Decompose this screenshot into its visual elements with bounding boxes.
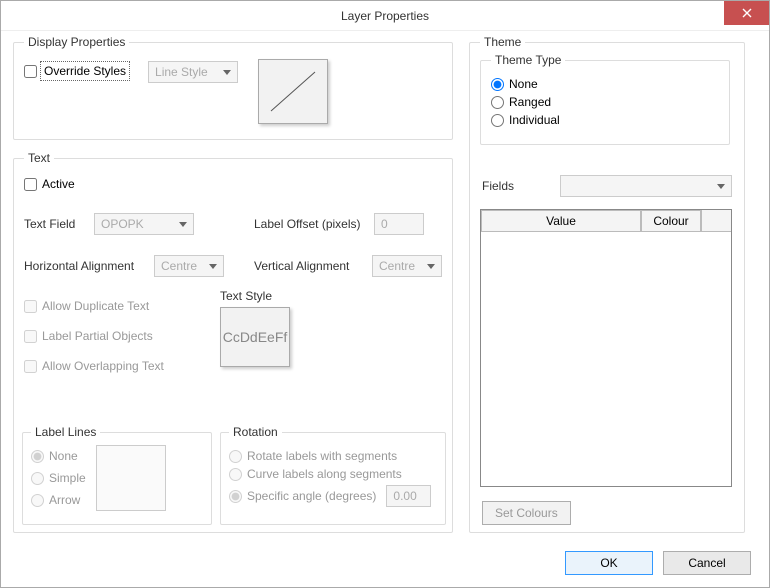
- display-properties-legend: Display Properties: [24, 35, 129, 49]
- active-label: Active: [42, 177, 75, 191]
- label-lines-arrow[interactable]: Arrow: [31, 493, 86, 507]
- label-partial-input[interactable]: [24, 330, 37, 343]
- label-partial-label: Label Partial Objects: [42, 329, 153, 343]
- text-style-label: Text Style: [220, 289, 272, 303]
- horiz-align-value: Centre: [161, 259, 197, 273]
- theme-table-body: [481, 232, 731, 486]
- rotation-specific[interactable]: Specific angle (degrees): [229, 489, 376, 503]
- rotation-curve-seg[interactable]: Curve labels along segments: [229, 467, 437, 481]
- label-lines-legend: Label Lines: [31, 425, 100, 439]
- label-offset-input[interactable]: 0: [374, 213, 424, 235]
- rotation-legend: Rotation: [229, 425, 282, 439]
- display-properties-group: Display Properties Override Styles Line …: [13, 35, 453, 140]
- dialog-footer: OK Cancel: [565, 551, 751, 575]
- rotation-rotate-seg[interactable]: Rotate labels with segments: [229, 449, 437, 463]
- label-lines-simple[interactable]: Simple: [31, 471, 86, 485]
- text-field-value: OPOPK: [101, 217, 144, 231]
- rotation-angle-input[interactable]: 0.00: [386, 485, 431, 507]
- col-value[interactable]: Value: [481, 210, 641, 232]
- allow-overlap-input[interactable]: [24, 360, 37, 373]
- override-styles-label: Override Styles: [42, 63, 128, 79]
- theme-group: Theme Theme Type None Ranged Individual …: [469, 35, 745, 533]
- window-title: Layer Properties: [341, 9, 429, 23]
- close-button[interactable]: [724, 1, 769, 25]
- override-styles-input[interactable]: [24, 65, 37, 78]
- col-colour[interactable]: Colour: [641, 210, 701, 232]
- theme-table-header: Value Colour: [481, 210, 731, 232]
- close-icon: [742, 8, 752, 18]
- theme-none[interactable]: None: [491, 77, 719, 91]
- col-spacer: [701, 210, 731, 232]
- active-checkbox[interactable]: Active: [24, 177, 75, 191]
- vert-align-combo[interactable]: Centre: [372, 255, 442, 277]
- text-style-preview-text: CcDdEeFf: [223, 329, 288, 345]
- text-field-combo[interactable]: OPOPK: [94, 213, 194, 235]
- theme-type-legend: Theme Type: [491, 53, 565, 67]
- line-style-preview[interactable]: [258, 59, 328, 124]
- allow-overlap-checkbox[interactable]: Allow Overlapping Text: [24, 359, 164, 373]
- fields-combo[interactable]: [560, 175, 732, 197]
- line-style-combo[interactable]: Line Style: [148, 61, 238, 83]
- label-lines-preview: [96, 445, 166, 511]
- rotation-group: Rotation Rotate labels with segments Cur…: [220, 425, 446, 525]
- allow-dup-checkbox[interactable]: Allow Duplicate Text: [24, 299, 149, 313]
- line-style-value: Line Style: [155, 65, 208, 79]
- horiz-align-label: Horizontal Alignment: [24, 259, 134, 273]
- label-partial-checkbox[interactable]: Label Partial Objects: [24, 329, 153, 343]
- allow-overlap-label: Allow Overlapping Text: [42, 359, 164, 373]
- label-lines-none[interactable]: None: [31, 449, 86, 463]
- line-preview-icon: [263, 64, 323, 119]
- text-field-label: Text Field: [24, 217, 75, 231]
- vert-align-value: Centre: [379, 259, 415, 273]
- allow-dup-label: Allow Duplicate Text: [42, 299, 149, 313]
- cancel-button[interactable]: Cancel: [663, 551, 751, 575]
- fields-label: Fields: [482, 179, 514, 193]
- dialog-window: Layer Properties Display Properties Over…: [0, 0, 770, 588]
- theme-table: Value Colour: [480, 209, 732, 487]
- label-offset-value: 0: [381, 217, 388, 231]
- theme-ranged[interactable]: Ranged: [491, 95, 719, 109]
- text-legend: Text: [24, 151, 54, 165]
- titlebar: Layer Properties: [1, 1, 769, 31]
- theme-individual[interactable]: Individual: [491, 113, 719, 127]
- vert-align-label: Vertical Alignment: [254, 259, 349, 273]
- active-input[interactable]: [24, 178, 37, 191]
- text-group: Text Active Text Field OPOPK Label Offse…: [13, 151, 453, 533]
- theme-type-group: Theme Type None Ranged Individual: [480, 53, 730, 145]
- label-offset-label: Label Offset (pixels): [254, 217, 361, 231]
- text-style-preview[interactable]: CcDdEeFf: [220, 307, 290, 367]
- ok-button[interactable]: OK: [565, 551, 653, 575]
- theme-legend: Theme: [480, 35, 525, 49]
- override-styles-checkbox[interactable]: Override Styles: [24, 63, 128, 79]
- allow-dup-input[interactable]: [24, 300, 37, 313]
- dialog-content: Display Properties Override Styles Line …: [1, 31, 769, 587]
- set-colours-button[interactable]: Set Colours: [482, 501, 571, 525]
- label-lines-group: Label Lines None Simple Arrow: [22, 425, 212, 525]
- horiz-align-combo[interactable]: Centre: [154, 255, 224, 277]
